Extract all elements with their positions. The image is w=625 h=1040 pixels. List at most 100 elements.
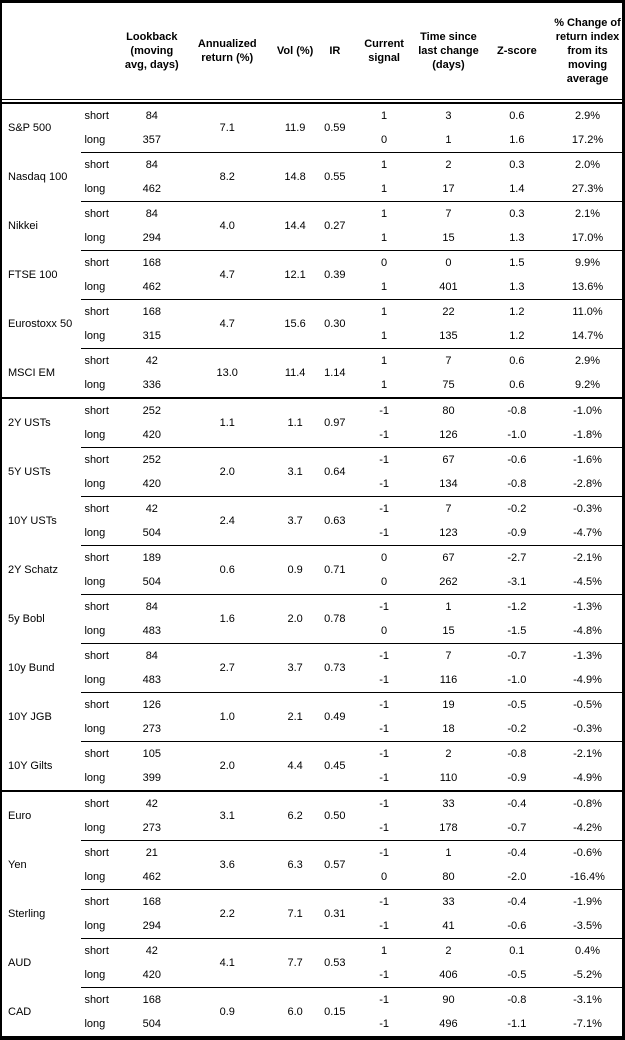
cell-ir: 0.31 — [317, 889, 352, 939]
cell-lookback-long: 420 — [121, 472, 182, 497]
cell-signal-short: 0 — [351, 250, 417, 275]
row-label-long: long — [81, 816, 122, 841]
table-row-short: 2Y USTs short 252 1.1 1.1 0.97 -1 80 -0.… — [1, 398, 624, 448]
table-header: Lookback (moving avg, days) Annualized r… — [1, 1, 624, 104]
cell-signal-long: -1 — [351, 914, 417, 939]
row-label-long: long — [81, 275, 122, 300]
cell-zscore-short: 1.5 — [480, 250, 554, 275]
header-annualized-return: Annualized return (%) — [181, 1, 273, 100]
cell-pct-change-long: -4.9% — [553, 668, 624, 693]
row-label-long: long — [81, 766, 122, 792]
cell-zscore-short: 0.6 — [480, 103, 554, 128]
cell-zscore-short: -1.2 — [480, 594, 554, 619]
row-label-short: short — [81, 840, 122, 865]
cell-pct-change-short: -1.3% — [553, 643, 624, 668]
cell-ir: 0.53 — [317, 938, 352, 988]
instrument-name: Sterling — [1, 889, 82, 939]
cell-pct-change-short: -2.1% — [553, 741, 624, 766]
cell-pct-change-long: -4.9% — [553, 766, 624, 792]
instrument-name: 2Y Schatz — [1, 545, 82, 595]
cell-ir: 0.59 — [317, 103, 352, 153]
table-row-short: 5y Bobl short 84 1.6 2.0 0.78 -1 1 -1.2 … — [1, 594, 624, 644]
cell-zscore-short: -0.2 — [480, 496, 554, 521]
row-label-short: short — [81, 692, 122, 717]
cell-lookback-short: 84 — [121, 201, 182, 226]
table-row-long: long 462 0 80 -2.0 -16.4% — [1, 865, 624, 890]
cell-zscore-long: -1.5 — [480, 619, 554, 644]
cell-pct-change-short: -0.3% — [553, 496, 624, 521]
cell-ir: 1.14 — [317, 348, 352, 399]
cell-vol: 12.1 — [272, 250, 318, 300]
row-label-short: short — [81, 643, 122, 668]
cell-time-long: 110 — [416, 766, 481, 792]
instrument-name: 2Y USTs — [1, 398, 82, 448]
cell-time-short: 1 — [416, 840, 481, 865]
instrument-name: Nasdaq 100 — [1, 152, 82, 202]
cell-pct-change-short: 0.4% — [553, 938, 624, 963]
table-row-long: long 357 0 1 1.6 17.2% — [1, 128, 624, 153]
table-row-short: S&P 500 short 84 7.1 11.9 0.59 1 3 0.6 2… — [1, 103, 624, 153]
cell-ir: 0.57 — [317, 840, 352, 890]
row-label-long: long — [81, 717, 122, 742]
instrument-name: S&P 500 — [1, 103, 82, 153]
row-label-short: short — [81, 889, 122, 914]
cell-zscore-long: -0.6 — [480, 914, 554, 939]
cell-lookback-long: 294 — [121, 226, 182, 251]
cell-pct-change-short: -0.8% — [553, 791, 624, 816]
cell-annualized-return: 4.0 — [181, 201, 273, 251]
table-row-long: long 504 -1 123 -0.9 -4.7% — [1, 521, 624, 546]
cell-zscore-short: 0.1 — [480, 938, 554, 963]
cell-signal-long: 1 — [351, 373, 417, 399]
table-row-short: AUD short 42 4.1 7.7 0.53 1 2 0.1 0.4% — [1, 938, 624, 988]
cell-time-short: 22 — [416, 299, 481, 324]
cell-vol: 6.2 — [272, 791, 318, 841]
cell-time-long: 406 — [416, 963, 481, 988]
cell-lookback-long: 336 — [121, 373, 182, 399]
cell-zscore-short: -0.4 — [480, 889, 554, 914]
cell-lookback-short: 21 — [121, 840, 182, 865]
table-row-long: long 336 1 75 0.6 9.2% — [1, 373, 624, 399]
cell-pct-change-short: 9.9% — [553, 250, 624, 275]
table-row-short: Nikkei short 84 4.0 14.4 0.27 1 7 0.3 2.… — [1, 201, 624, 251]
cell-zscore-short: 0.3 — [480, 201, 554, 226]
cell-pct-change-long: -4.7% — [553, 521, 624, 546]
cell-vol: 2.1 — [272, 692, 318, 742]
cell-zscore-short: 0.6 — [480, 348, 554, 373]
cell-vol: 14.8 — [272, 152, 318, 202]
cell-pct-change-long: 17.2% — [553, 128, 624, 153]
cell-signal-long: 1 — [351, 324, 417, 349]
cell-signal-short: -1 — [351, 496, 417, 521]
cell-lookback-long: 399 — [121, 766, 182, 792]
table-row-long: long 420 -1 406 -0.5 -5.2% — [1, 963, 624, 988]
table-row-long: long 294 -1 41 -0.6 -3.5% — [1, 914, 624, 939]
cell-pct-change-long: -4.5% — [553, 570, 624, 595]
cell-lookback-long: 273 — [121, 717, 182, 742]
row-label-long: long — [81, 177, 122, 202]
cell-signal-long: 1 — [351, 226, 417, 251]
row-label-long: long — [81, 521, 122, 546]
cell-pct-change-short: -3.1% — [553, 987, 624, 1012]
cell-time-long: 1 — [416, 128, 481, 153]
cell-zscore-short: -0.4 — [480, 840, 554, 865]
cell-annualized-return: 4.7 — [181, 250, 273, 300]
cell-lookback-short: 84 — [121, 152, 182, 177]
instrument-name: Yen — [1, 840, 82, 890]
header-row: Lookback (moving avg, days) Annualized r… — [1, 1, 624, 100]
row-label-short: short — [81, 398, 122, 423]
table-row-long: long 273 -1 178 -0.7 -4.2% — [1, 816, 624, 841]
cell-time-short: 2 — [416, 152, 481, 177]
table-row-short: 10Y Gilts short 105 2.0 4.4 0.45 -1 2 -0… — [1, 741, 624, 792]
cell-time-short: 1 — [416, 594, 481, 619]
header-vol: Vol (%) — [272, 1, 318, 100]
cell-lookback-short: 42 — [121, 496, 182, 521]
cell-time-long: 178 — [416, 816, 481, 841]
row-label-short: short — [81, 103, 122, 128]
table-row-short: 5Y USTs short 252 2.0 3.1 0.64 -1 67 -0.… — [1, 447, 624, 497]
cell-vol: 7.1 — [272, 889, 318, 939]
cell-annualized-return: 2.0 — [181, 447, 273, 497]
cell-signal-short: -1 — [351, 447, 417, 472]
cell-pct-change-short: -1.9% — [553, 889, 624, 914]
cell-signal-short: 0 — [351, 545, 417, 570]
cell-ir: 0.50 — [317, 791, 352, 841]
